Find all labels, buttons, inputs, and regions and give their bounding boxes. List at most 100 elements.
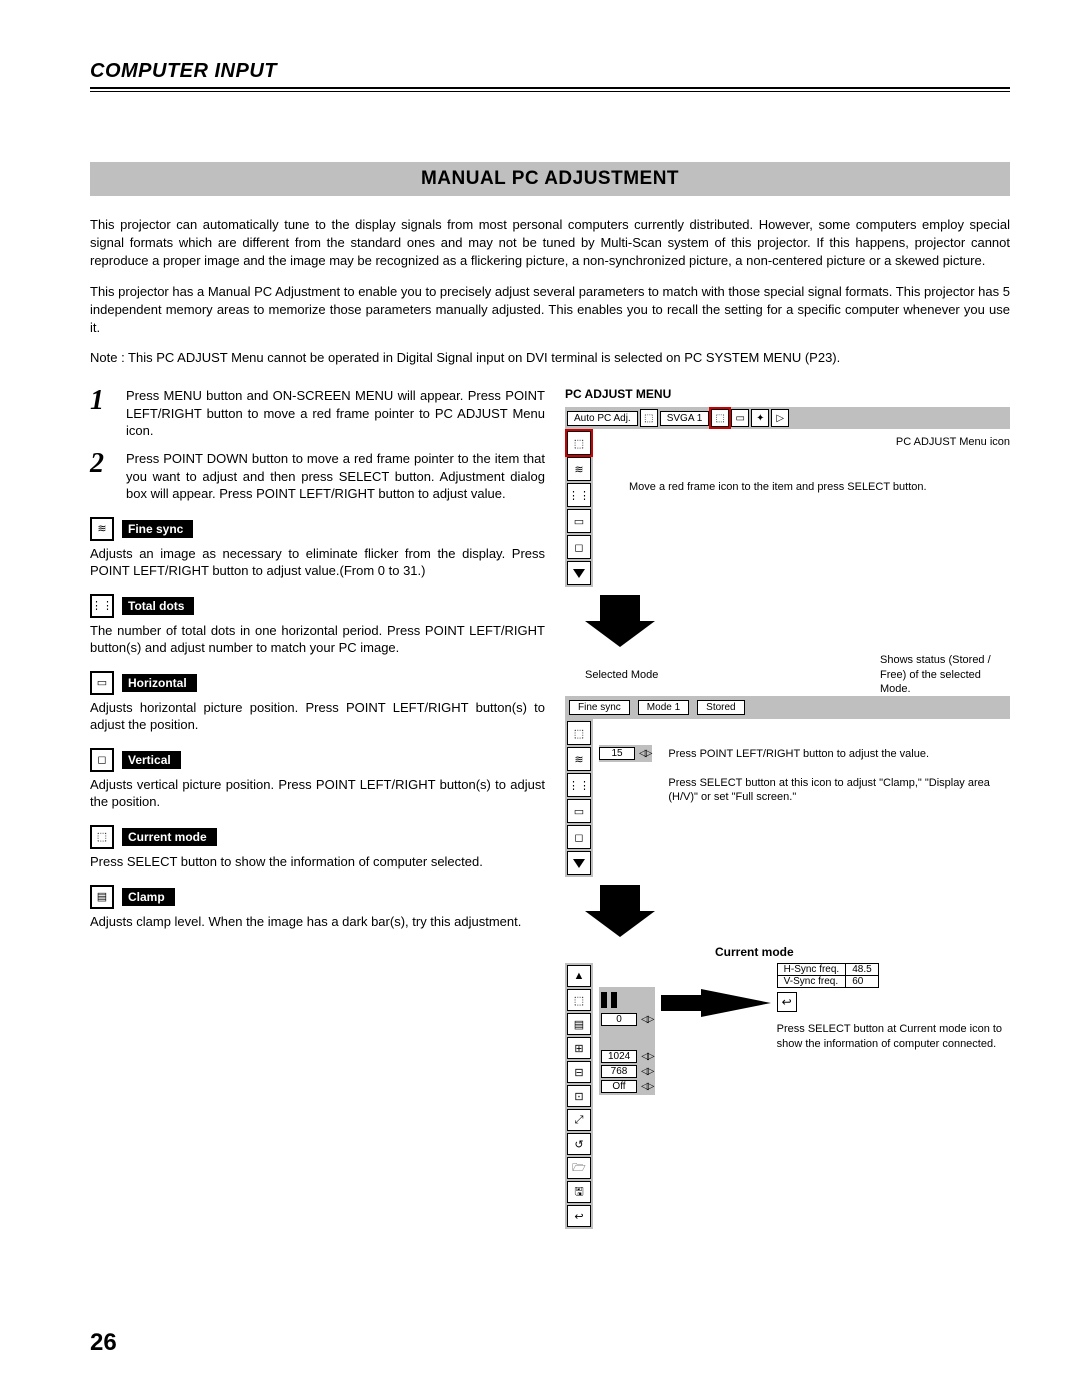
annot-menu-icon: PC ADJUST Menu icon <box>629 435 1010 449</box>
topbar-icon-4[interactable]: ✦ <box>751 409 769 427</box>
side-vertical-icon[interactable]: ◻ <box>567 535 591 559</box>
mode1-box: Mode 1 <box>638 700 689 715</box>
total-dots-label: Total dots <box>122 597 194 615</box>
valoff-row: Off ◁▷ <box>601 1080 653 1093</box>
annot-move: Move a red frame icon to the item and pr… <box>629 480 1010 494</box>
menu-sidebar-1: ⬚ ≋ ⋮⋮ ▭ ◻ <box>565 429 593 587</box>
side2-auto-icon[interactable]: ⬚ <box>567 721 591 745</box>
big-arrow-1 <box>585 595 655 645</box>
s3-store-icon[interactable]: 🖫 <box>567 1181 591 1203</box>
vsync-val: 60 <box>846 976 878 988</box>
intro-p2: This projector has a Manual PC Adjustmen… <box>90 283 1010 338</box>
s3-reset-icon[interactable]: ↺ <box>567 1133 591 1155</box>
hsync-label: H-Sync freq. <box>777 964 846 976</box>
pc-adjust-menu-icon[interactable]: ⬚ <box>711 409 729 427</box>
auto-pc-adj-label: Auto PC Adj. <box>567 411 638 426</box>
vertical-icon: ◻ <box>90 748 114 772</box>
lr-icon-768[interactable]: ◁▷ <box>641 1066 652 1077</box>
clamp-text: Adjusts clamp level. When the image has … <box>90 913 545 931</box>
note-text: Note : This PC ADJUST Menu cannot be ope… <box>90 350 840 365</box>
menu-sidebar-2: ⬚ ≋ ⋮⋮ ▭ ◻ <box>565 719 593 877</box>
total-dots-text: The number of total dots in one horizont… <box>90 622 545 657</box>
s3-quit-icon[interactable]: ↩ <box>567 1205 591 1227</box>
clamp-label: Clamp <box>122 888 175 906</box>
annot-select: Press SELECT button at this icon to adju… <box>668 776 1010 805</box>
intro-p1: This projector can automatically tune to… <box>90 216 1010 271</box>
stored-box: Stored <box>697 700 744 715</box>
side-finesync-icon[interactable]: ≋ <box>567 457 591 481</box>
section-title: MANUAL PC ADJUSTMENT <box>90 162 1010 196</box>
step-2: 2 Press POINT DOWN button to move a red … <box>90 450 545 503</box>
lr-icon-1024[interactable]: ◁▷ <box>641 1051 652 1062</box>
s3-dispv-icon[interactable]: ⊡ <box>567 1085 591 1107</box>
fine-sync-icon: ≋ <box>90 517 114 541</box>
step-1-num: 1 <box>90 387 114 440</box>
topbar-icon-5[interactable]: ▷ <box>771 409 789 427</box>
side2-finesync-icon[interactable]: ≋ <box>567 747 591 771</box>
s3-disph-icon[interactable]: ⊟ <box>567 1061 591 1083</box>
fine-sync-box: Fine sync <box>569 700 630 715</box>
val0-row: 0 ◁▷ <box>601 1013 653 1026</box>
current-mode-label: Current mode <box>122 828 217 846</box>
side-horizontal-icon[interactable]: ▭ <box>567 509 591 533</box>
side2-down-icon[interactable] <box>567 851 591 875</box>
s3-disp-icon[interactable]: ⊞ <box>567 1037 591 1059</box>
side-down-icon[interactable] <box>567 561 591 585</box>
horizontal-text: Adjusts horizontal picture position. Pre… <box>90 699 545 734</box>
header-rule <box>90 87 1010 92</box>
val1024: 1024 <box>601 1050 637 1063</box>
fine-sync-label: Fine sync <box>122 520 193 538</box>
side2-vertical-icon[interactable]: ◻ <box>567 825 591 849</box>
annot-lr: Press POINT LEFT/RIGHT button to adjust … <box>668 747 1010 761</box>
side2-totaldots-icon[interactable]: ⋮⋮ <box>567 773 591 797</box>
valoff: Off <box>601 1080 637 1093</box>
val768: 768 <box>601 1065 637 1078</box>
s3-cm-icon[interactable]: ⬚ <box>567 989 591 1011</box>
status-annot: Shows status (Stored / Free) of the sele… <box>880 653 1010 696</box>
hsync-val: 48.5 <box>846 964 878 976</box>
item-total-dots: ⋮⋮ Total dots The number of total dots i… <box>90 594 545 657</box>
topbar-icon-3[interactable]: ▭ <box>731 409 749 427</box>
page-header: COMPUTER INPUT <box>90 60 1010 83</box>
val0: 0 <box>601 1013 637 1026</box>
lr-icon-off[interactable]: ◁▷ <box>641 1081 652 1092</box>
big-arrow-2 <box>585 885 655 935</box>
val1024-row: 1024 ◁▷ <box>601 1050 653 1063</box>
menu-sidebar-3: ▲ ⬚ ▤ ⊞ ⊟ ⊡ ⤢ ↺ 🗁 🖫 ↩ <box>565 963 593 1229</box>
note: Note : This PC ADJUST Menu cannot be ope… <box>90 349 1010 367</box>
lr-arrows-icon[interactable]: ◁▷ <box>639 748 650 759</box>
svga-label: SVGA 1 <box>660 411 710 426</box>
s3-clamp-icon[interactable]: ▤ <box>567 1013 591 1035</box>
mode-bar: Fine sync Mode 1 Stored <box>565 696 1010 719</box>
item-clamp: ▤ Clamp Adjusts clamp level. When the im… <box>90 885 545 931</box>
topbar-icon-1[interactable]: ⬚ <box>640 409 658 427</box>
s3-free-icon[interactable]: 🗁 <box>567 1157 591 1179</box>
item-current-mode: ⬚ Current mode Press SELECT button to sh… <box>90 825 545 871</box>
pc-adjust-menu-title: PC ADJUST MENU <box>565 387 1010 401</box>
side-auto-icon[interactable]: ⬚ <box>567 431 591 455</box>
step-2-text: Press POINT DOWN button to move a red fr… <box>126 450 545 503</box>
left-column: 1 Press MENU button and ON-SCREEN MENU w… <box>90 387 545 1229</box>
item-vertical: ◻ Vertical Adjusts vertical picture posi… <box>90 748 545 811</box>
total-dots-icon: ⋮⋮ <box>90 594 114 618</box>
annot-cm: Press SELECT button at Current mode icon… <box>777 1022 1010 1051</box>
right-arrow-icon <box>701 989 771 1017</box>
side2-horizontal-icon[interactable]: ▭ <box>567 799 591 823</box>
page-number: 26 <box>90 1329 117 1357</box>
current-mode-icon: ⬚ <box>90 825 114 849</box>
right-arrow-stem <box>661 995 701 1011</box>
s3-full-icon[interactable]: ⤢ <box>567 1109 591 1131</box>
value-15-row: 15 ◁▷ <box>599 747 650 760</box>
side-totaldots-icon[interactable]: ⋮⋮ <box>567 483 591 507</box>
current-mode-text: Press SELECT button to show the informat… <box>90 853 545 871</box>
step-1-text: Press MENU button and ON-SCREEN MENU wil… <box>126 387 545 440</box>
menu-topbar: Auto PC Adj. ⬚ SVGA 1 ⬚ ▭ ✦ ▷ <box>565 407 1010 429</box>
clamp-icon: ▤ <box>90 885 114 909</box>
item-horizontal: ▭ Horizontal Adjusts horizontal picture … <box>90 671 545 734</box>
step-1: 1 Press MENU button and ON-SCREEN MENU w… <box>90 387 545 440</box>
lr-icon-0[interactable]: ◁▷ <box>641 1014 652 1025</box>
vsync-label: V-Sync freq. <box>777 976 846 988</box>
vertical-text: Adjusts vertical picture position. Press… <box>90 776 545 811</box>
quit-icon[interactable]: ↩ <box>777 992 797 1012</box>
s3-up-icon[interactable]: ▲ <box>567 965 591 987</box>
